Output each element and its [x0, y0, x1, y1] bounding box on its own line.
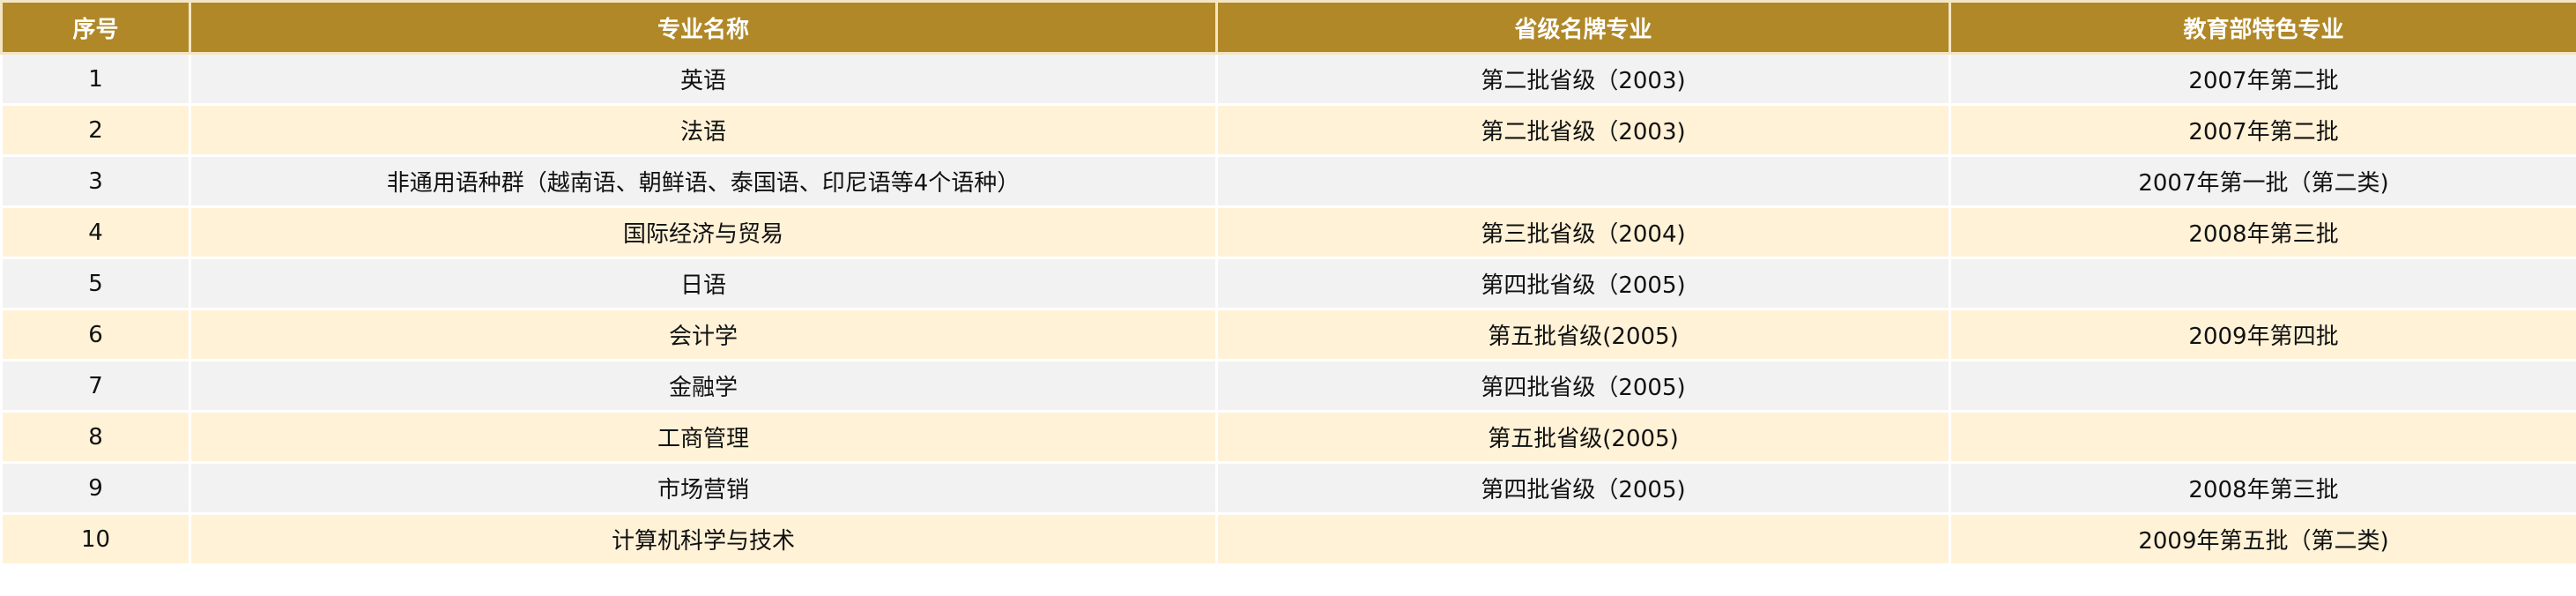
- cell-major-name: 工商管理: [189, 410, 1218, 464]
- cell-major-name: 金融学: [189, 359, 1218, 413]
- cell-major-name: 日语: [189, 257, 1218, 310]
- cell-provincial-brand: 第四批省级（2005): [1215, 461, 1951, 515]
- table-row: 7 金融学 第四批省级（2005): [0, 359, 2576, 413]
- cell-provincial-brand: 第五批省级(2005): [1215, 308, 1951, 361]
- cell-moe-featured: 2008年第三批: [1949, 205, 2576, 259]
- table-row: 10 计算机科学与技术 2009年第五批（第二类): [0, 512, 2576, 566]
- cell-moe-featured: [1949, 410, 2576, 464]
- cell-major-name: 非通用语种群（越南语、朝鲜语、泰国语、印尼语等4个语种）: [189, 154, 1218, 208]
- header-row: 序号 专业名称 省级名牌专业 教育部特色专业: [0, 0, 2576, 55]
- cell-major-name: 国际经济与贸易: [189, 205, 1218, 259]
- header-moe-featured: 教育部特色专业: [1949, 0, 2576, 55]
- cell-moe-featured: 2008年第三批: [1949, 461, 2576, 515]
- table-row: 9 市场营销 第四批省级（2005) 2008年第三批: [0, 461, 2576, 515]
- cell-provincial-brand: 第五批省级(2005): [1215, 410, 1951, 464]
- table-row: 3 非通用语种群（越南语、朝鲜语、泰国语、印尼语等4个语种） 2007年第一批（第二…: [0, 154, 2576, 208]
- cell-provincial-brand: 第四批省级（2005): [1215, 257, 1951, 310]
- header-major-name: 专业名称: [189, 0, 1218, 55]
- table-row: 8 工商管理 第五批省级(2005): [0, 410, 2576, 464]
- cell-index: 3: [0, 154, 191, 208]
- cell-provincial-brand: 第三批省级（2004): [1215, 205, 1951, 259]
- cell-major-name: 法语: [189, 103, 1218, 157]
- cell-index: 8: [0, 410, 191, 464]
- cell-index: 5: [0, 257, 191, 310]
- cell-major-name: 计算机科学与技术: [189, 512, 1218, 566]
- cell-moe-featured: 2007年第一批（第二类): [1949, 154, 2576, 208]
- cell-index: 10: [0, 512, 191, 566]
- cell-moe-featured: 2007年第二批: [1949, 52, 2576, 106]
- cell-major-name: 会计学: [189, 308, 1218, 361]
- cell-moe-featured: 2009年第五批（第二类): [1949, 512, 2576, 566]
- cell-index: 7: [0, 359, 191, 413]
- cell-index: 4: [0, 205, 191, 259]
- cell-moe-featured: 2007年第二批: [1949, 103, 2576, 157]
- header-index: 序号: [0, 0, 191, 55]
- cell-provincial-brand: 第二批省级（2003): [1215, 52, 1951, 106]
- header-provincial-brand: 省级名牌专业: [1215, 0, 1951, 55]
- cell-provincial-brand: [1215, 154, 1951, 208]
- table-row: 1 英语 第二批省级（2003) 2007年第二批: [0, 52, 2576, 106]
- cell-major-name: 英语: [189, 52, 1218, 106]
- cell-index: 1: [0, 52, 191, 106]
- cell-provincial-brand: 第四批省级（2005): [1215, 359, 1951, 413]
- cell-index: 2: [0, 103, 191, 157]
- cell-provincial-brand: 第二批省级（2003): [1215, 103, 1951, 157]
- cell-moe-featured: [1949, 359, 2576, 413]
- majors-table: 序号 专业名称 省级名牌专业 教育部特色专业 1 英语 第二批省级（2003) 200…: [0, 0, 2576, 566]
- table-row: 2 法语 第二批省级（2003) 2007年第二批: [0, 103, 2576, 157]
- cell-major-name: 市场营销: [189, 461, 1218, 515]
- cell-index: 9: [0, 461, 191, 515]
- cell-index: 6: [0, 308, 191, 361]
- table-row: 6 会计学 第五批省级(2005) 2009年第四批: [0, 308, 2576, 361]
- cell-moe-featured: [1949, 257, 2576, 310]
- cell-moe-featured: 2009年第四批: [1949, 308, 2576, 361]
- table-row: 4 国际经济与贸易 第三批省级（2004) 2008年第三批: [0, 205, 2576, 259]
- cell-provincial-brand: [1215, 512, 1951, 566]
- table-row: 5 日语 第四批省级（2005): [0, 257, 2576, 310]
